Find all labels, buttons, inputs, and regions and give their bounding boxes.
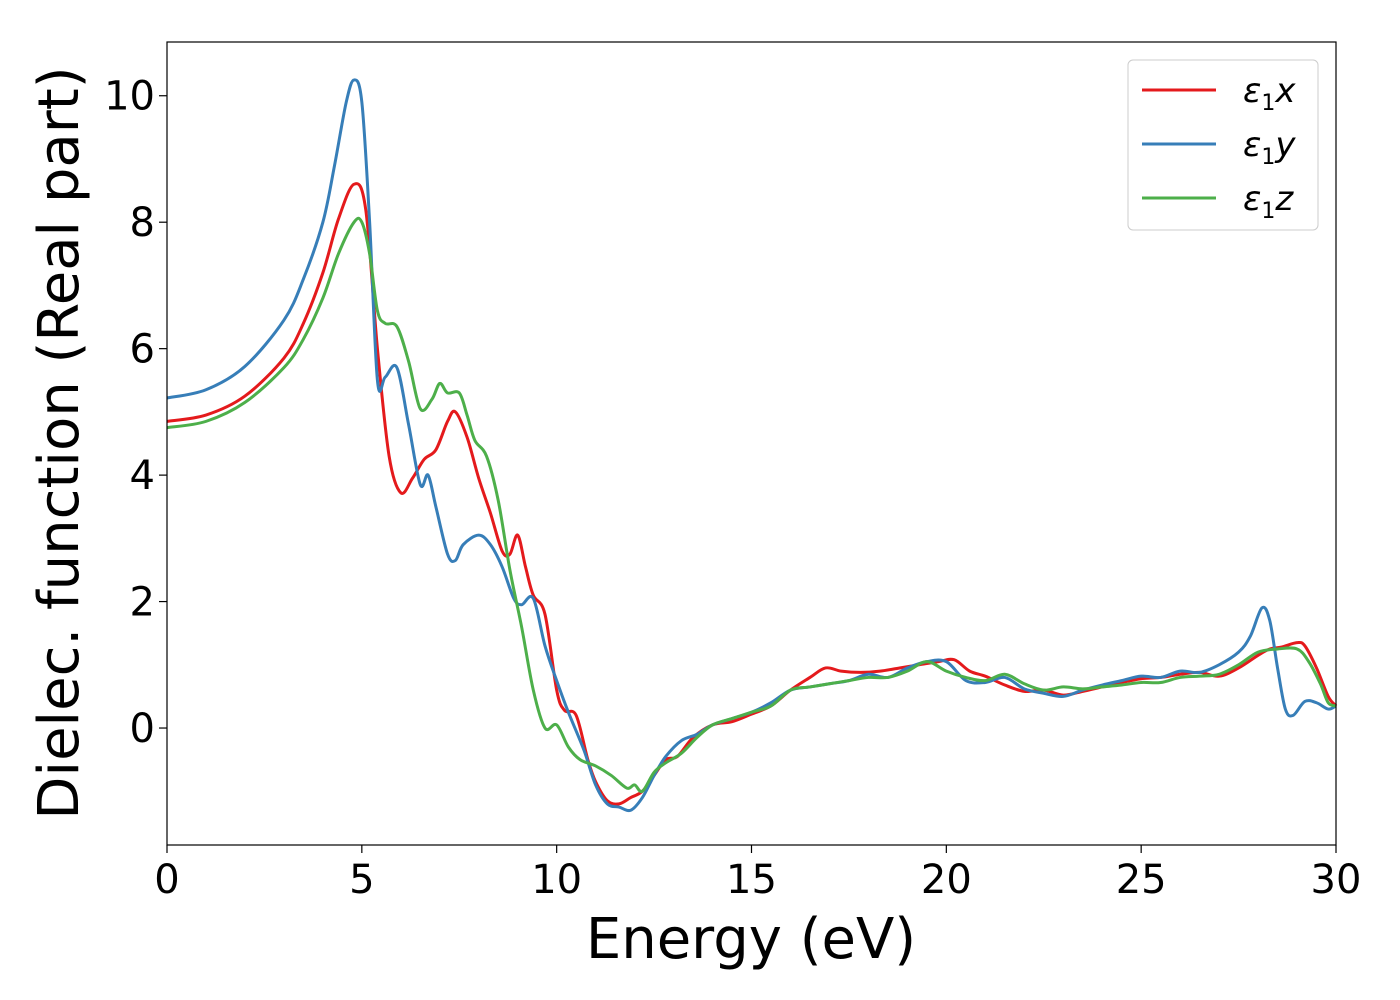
x-tick-label: 25 [1116, 857, 1167, 903]
legend-box [1127, 59, 1319, 231]
x-axis-label: Energy (eV) [586, 907, 916, 972]
y-tick-label: 8 [130, 200, 155, 246]
x-tick-label: 0 [154, 857, 179, 903]
legend-label-x: ε1x [1243, 71, 1296, 116]
y-tick-label: 6 [130, 327, 155, 373]
series-lines [166, 78, 1338, 813]
y-tick-label: 4 [130, 453, 155, 499]
y-axis-label: Dielec. function (Real part) [27, 66, 92, 819]
x-tick-label: 10 [531, 857, 582, 903]
x-tick-label: 15 [726, 857, 777, 903]
y-tick-label: 2 [130, 580, 155, 626]
series-line-z [166, 216, 1337, 794]
legend-label-z: ε1z [1243, 179, 1294, 224]
y-axis-ticks: 0 2 4 6 8 10 [104, 74, 167, 752]
legend-label-y: ε1y [1243, 125, 1296, 170]
y-tick-label: 0 [130, 706, 155, 752]
legend: ε1x ε1y ε1z [1127, 59, 1319, 231]
x-axis-ticks: 0 5 10 15 20 25 30 [154, 845, 1361, 903]
x-tick-label: 5 [349, 857, 374, 903]
x-tick-label: 30 [1311, 857, 1362, 903]
y-tick-label: 10 [104, 74, 155, 120]
x-tick-label: 20 [921, 857, 972, 903]
series-line-y [166, 78, 1337, 813]
